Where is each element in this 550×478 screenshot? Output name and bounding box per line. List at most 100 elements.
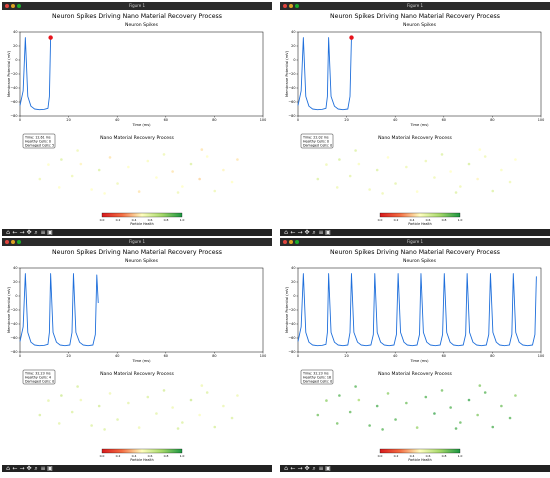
minimize-window-button[interactable] (289, 4, 293, 8)
pan-icon[interactable]: ✥ (26, 465, 32, 472)
pan-icon[interactable]: ✥ (304, 229, 310, 236)
window-titlebar[interactable]: Figure 1 (2, 2, 272, 10)
y-tick-label: −40 (288, 322, 295, 326)
back-icon[interactable]: ← (290, 229, 296, 236)
nanoparticle (205, 155, 209, 158)
nanoparticle (514, 158, 517, 161)
zoom-icon[interactable]: ⌕ (312, 229, 316, 236)
nanoparticle (357, 162, 361, 166)
configure-icon[interactable]: ≡ (40, 229, 46, 236)
line-chart-title: Neuron Spikes (403, 22, 437, 28)
save-icon[interactable]: ▣ (47, 229, 53, 236)
save-icon[interactable]: ▣ (325, 465, 331, 472)
y-tick-label: −40 (10, 322, 17, 326)
home-icon[interactable]: ⌂ (284, 229, 288, 236)
close-window-button[interactable] (283, 240, 287, 244)
minimize-window-button[interactable] (11, 240, 15, 244)
nanoparticle (386, 156, 390, 159)
nanoparticle (162, 389, 166, 392)
spike-marker (349, 35, 354, 40)
maximize-window-button[interactable] (17, 240, 21, 244)
pan-icon[interactable]: ✥ (304, 465, 310, 472)
colorbar-tick-label: 0.4 (132, 218, 137, 222)
x-tick-label: 40 (115, 118, 119, 122)
info-healthy-cells: Healthy Cells: 16 (303, 376, 331, 380)
x-tick-label: 20 (66, 118, 70, 122)
minimize-window-button[interactable] (289, 240, 293, 244)
nanoparticle (354, 149, 357, 152)
configure-icon[interactable]: ≡ (40, 465, 46, 472)
nanoparticle (483, 391, 487, 394)
nanoparticle (433, 176, 436, 179)
info-healthy-cells: Healthy Cells: 4 (25, 376, 51, 380)
back-icon[interactable]: ← (12, 229, 18, 236)
nanoparticle (47, 163, 50, 166)
maximize-window-button[interactable] (295, 4, 299, 8)
colorbar-tick-label: 0.2 (394, 218, 399, 222)
home-icon[interactable]: ⌂ (284, 465, 288, 472)
forward-icon[interactable]: → (297, 465, 303, 472)
x-tick-label: 20 (344, 118, 348, 122)
nanoparticle (381, 428, 384, 431)
y-tick-label: 20 (13, 44, 17, 48)
colorbar-tick-label: 0.8 (164, 454, 169, 458)
maximize-window-button[interactable] (17, 4, 21, 8)
save-icon[interactable]: ▣ (325, 229, 331, 236)
nanoparticle (189, 162, 193, 166)
configure-icon[interactable]: ≡ (318, 229, 324, 236)
nanoparticle (116, 418, 119, 421)
window-titlebar[interactable]: Figure 1 (280, 238, 550, 246)
x-tick-label: 80 (212, 354, 216, 358)
close-window-button[interactable] (283, 4, 287, 8)
window-titlebar[interactable]: Figure 1 (280, 2, 550, 10)
nanoparticle (424, 395, 428, 399)
y-tick-label: −80 (288, 114, 295, 118)
figure-canvas: Neuron Spikes Driving Nano Material Reco… (7, 249, 266, 462)
colorbar-tick-label: 0.4 (132, 454, 137, 458)
pan-icon[interactable]: ✥ (26, 229, 32, 236)
y-tick-label: −20 (10, 72, 17, 76)
forward-icon[interactable]: → (297, 229, 303, 236)
x-tick-label: 20 (344, 354, 348, 358)
close-window-button[interactable] (5, 4, 9, 8)
nanoparticle (127, 165, 130, 169)
home-icon[interactable]: ⌂ (6, 465, 10, 472)
figure-canvas: Neuron Spikes Driving Nano Material Reco… (7, 13, 266, 226)
nanoparticle (171, 406, 174, 409)
zoom-icon[interactable]: ⌕ (34, 465, 38, 472)
nanoparticle (198, 177, 201, 181)
nanoparticle (375, 168, 379, 172)
nanoparticle (70, 410, 74, 414)
nanoparticle (97, 404, 101, 408)
nanoparticle (146, 395, 150, 399)
colorbar-label: Particle Health (130, 458, 153, 462)
membrane-potential-line (19, 37, 52, 111)
nanoparticle (335, 422, 339, 425)
forward-icon[interactable]: → (19, 229, 25, 236)
close-window-button[interactable] (5, 240, 9, 244)
nanoparticle (76, 149, 79, 152)
maximize-window-button[interactable] (295, 240, 299, 244)
line-chart-title: Neuron Spikes (403, 258, 437, 264)
y-tick-label: −80 (288, 350, 295, 354)
configure-icon[interactable]: ≡ (318, 465, 324, 472)
x-tick-label: 60 (442, 118, 446, 122)
minimize-window-button[interactable] (11, 4, 15, 8)
back-icon[interactable]: ← (290, 465, 296, 472)
nanoparticle (97, 168, 101, 172)
x-tick-label: 80 (212, 118, 216, 122)
zoom-icon[interactable]: ⌕ (34, 229, 38, 236)
nanoparticle (483, 155, 487, 158)
zoom-icon[interactable]: ⌕ (312, 465, 316, 472)
colorbar-tick-label: 0.0 (378, 454, 383, 458)
home-icon[interactable]: ⌂ (6, 229, 10, 236)
line-chart-axes (19, 267, 264, 353)
info-box (22, 369, 56, 385)
window-titlebar[interactable]: Figure 1 (2, 238, 272, 246)
colorbar (101, 212, 183, 218)
save-icon[interactable]: ▣ (47, 465, 53, 472)
forward-icon[interactable]: → (19, 465, 25, 472)
figure-canvas: Neuron Spikes Driving Nano Material Reco… (285, 249, 544, 462)
y-tick-label: −80 (10, 350, 17, 354)
back-icon[interactable]: ← (12, 465, 18, 472)
